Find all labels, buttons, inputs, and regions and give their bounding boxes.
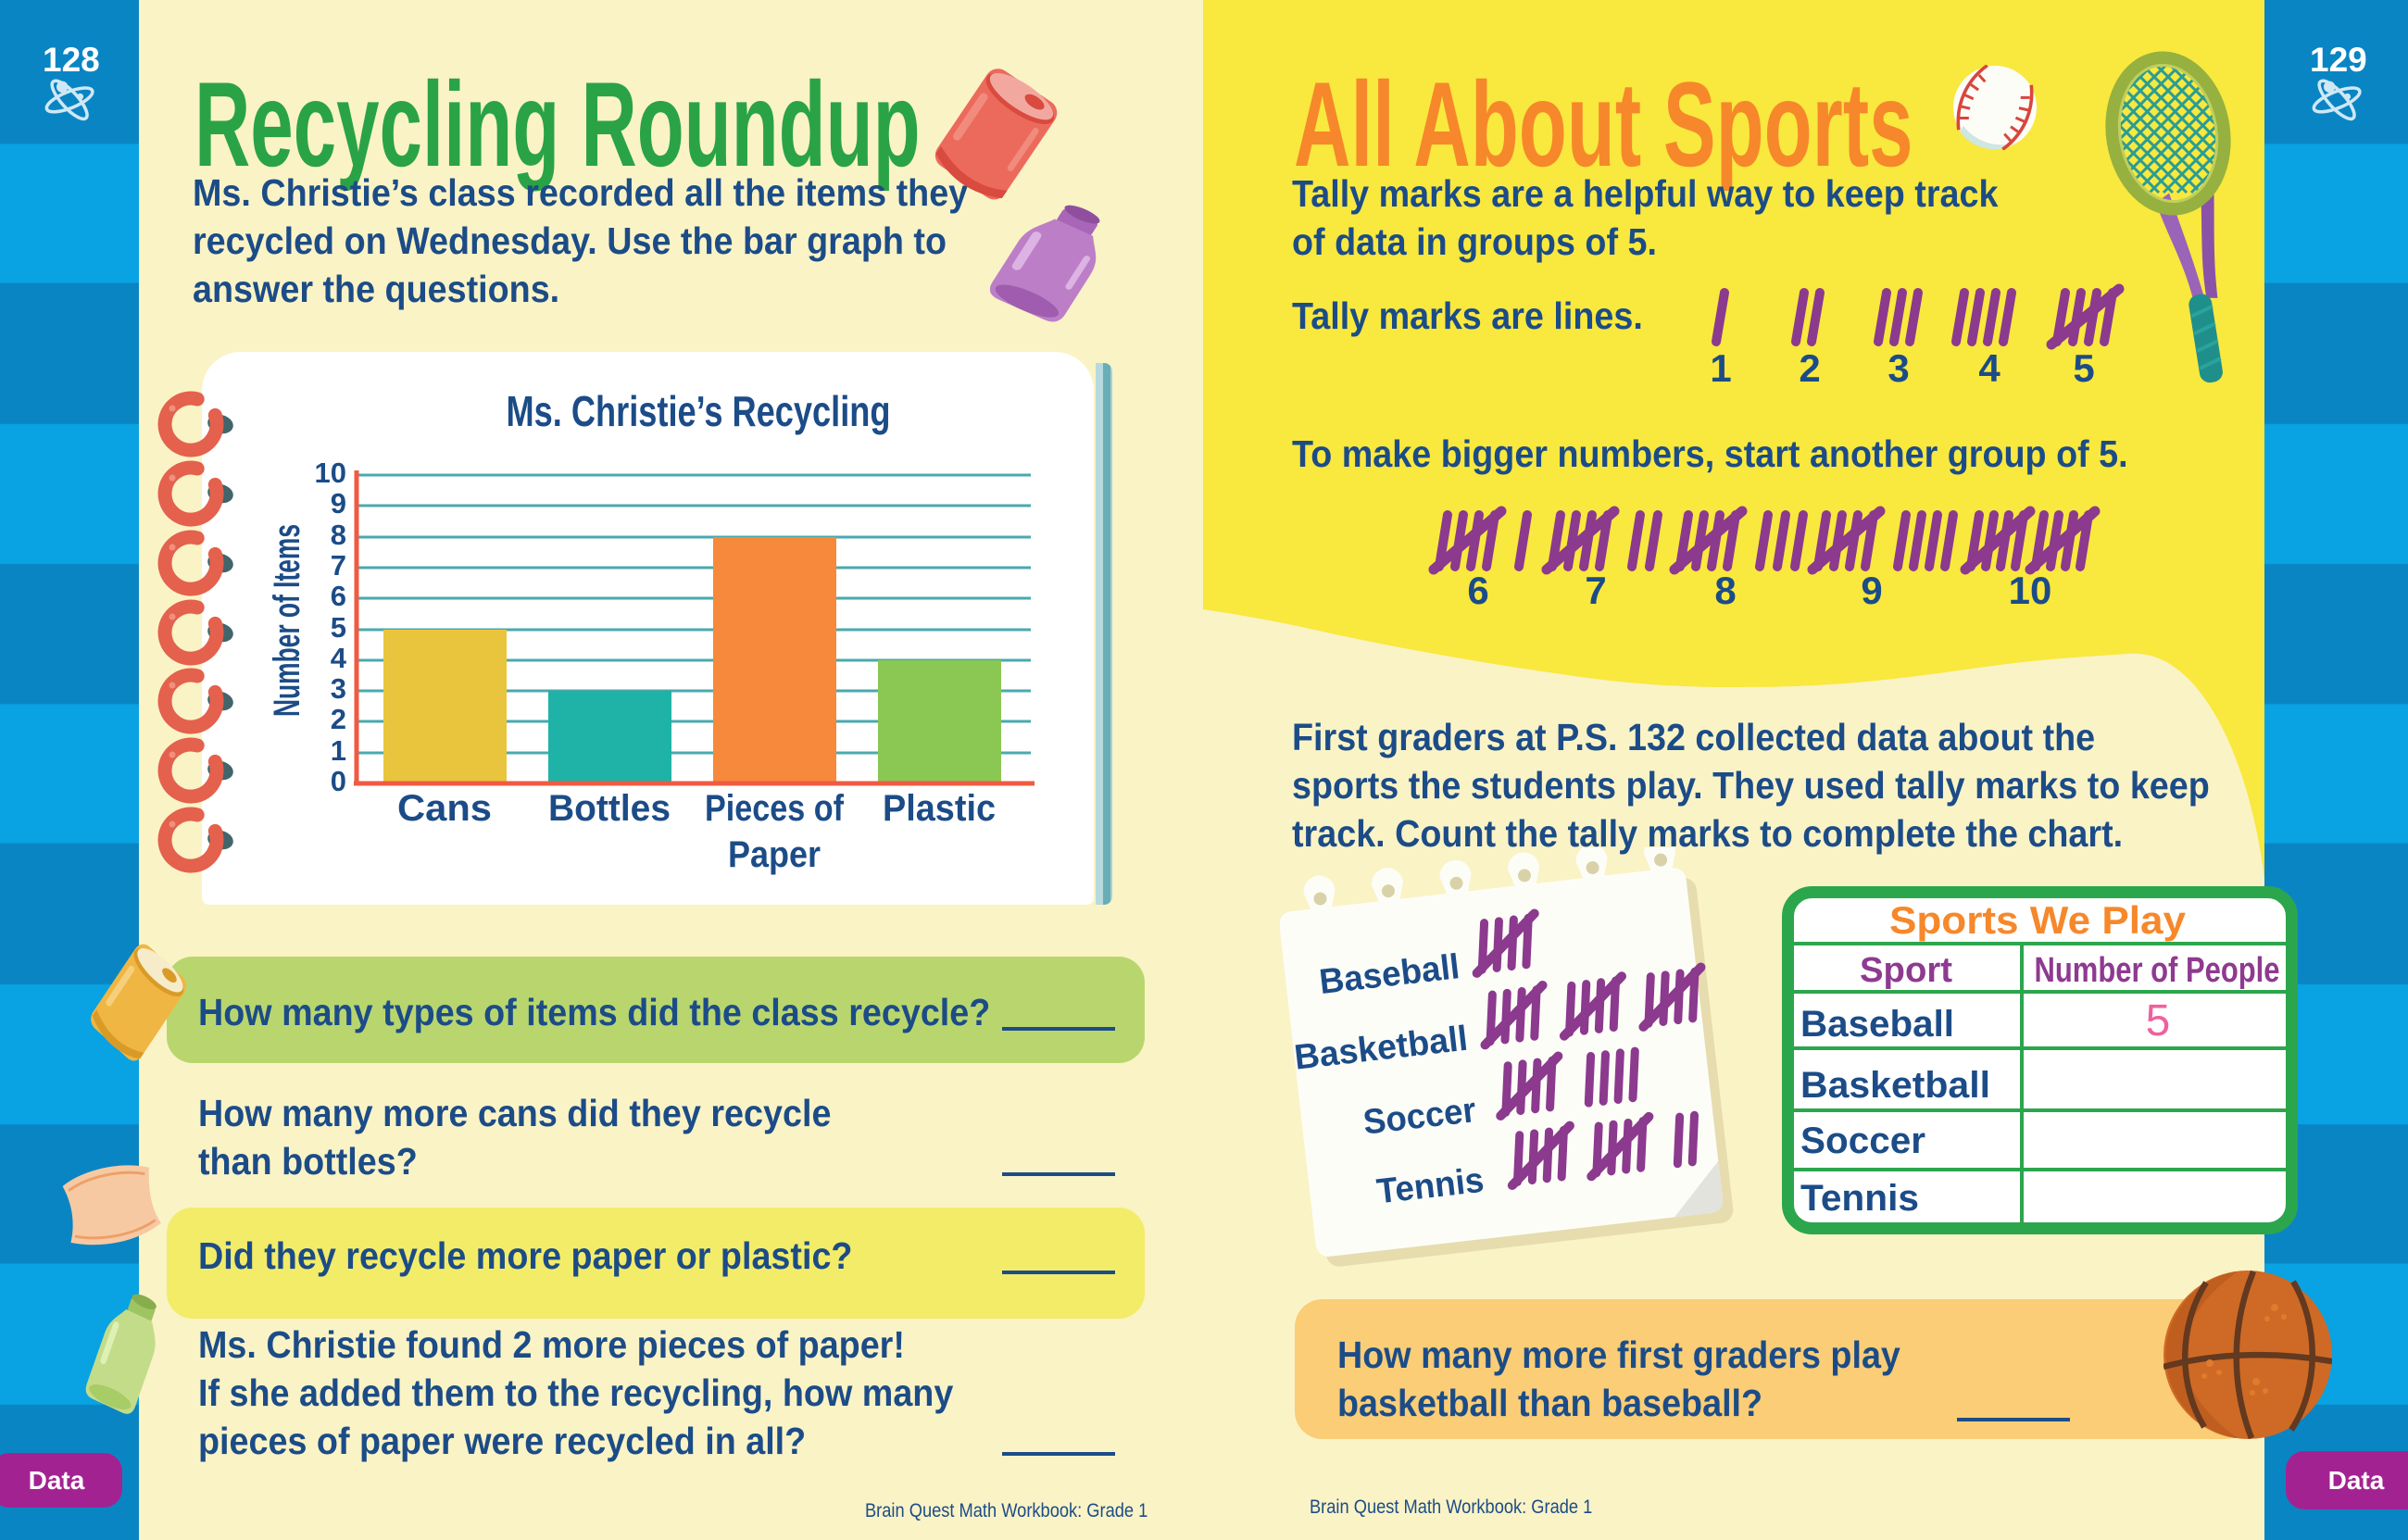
svg-text:Bottles: Bottles xyxy=(548,788,671,829)
svg-text:10: 10 xyxy=(315,457,346,489)
svg-text:9: 9 xyxy=(331,487,346,520)
svg-text:8: 8 xyxy=(1714,569,1736,612)
svg-text:5: 5 xyxy=(2146,996,2171,1045)
svg-text:5: 5 xyxy=(331,611,346,644)
svg-text:Plastic: Plastic xyxy=(883,788,996,829)
svg-text:3: 3 xyxy=(331,672,346,705)
svg-text:7: 7 xyxy=(331,549,346,582)
svg-text:Sport: Sport xyxy=(1860,951,1952,990)
svg-text:0: 0 xyxy=(331,765,346,797)
svg-text:Tennis: Tennis xyxy=(1800,1178,1919,1219)
svg-text:Paper: Paper xyxy=(728,834,821,875)
svg-text:9: 9 xyxy=(1861,569,1882,612)
svg-text:Sports We Play: Sports We Play xyxy=(1889,898,2187,942)
svg-text:4: 4 xyxy=(1978,346,2000,390)
svg-text:Soccer: Soccer xyxy=(1800,1121,1925,1161)
svg-text:2: 2 xyxy=(331,703,346,735)
svg-text:10: 10 xyxy=(2009,569,2052,612)
svg-text:1: 1 xyxy=(331,734,346,767)
svg-text:Baseball: Baseball xyxy=(1800,1004,1954,1045)
svg-text:1: 1 xyxy=(1710,346,1731,390)
svg-text:3: 3 xyxy=(1888,346,1909,390)
svg-text:2: 2 xyxy=(1799,346,1820,390)
svg-text:Basketball: Basketball xyxy=(1800,1065,1990,1106)
svg-text:Number of People: Number of People xyxy=(2035,951,2280,990)
svg-text:Pieces of: Pieces of xyxy=(705,788,845,829)
svg-text:4: 4 xyxy=(331,642,347,674)
svg-text:Number of Items: Number of Items xyxy=(267,524,307,717)
svg-text:Cans: Cans xyxy=(397,788,492,829)
svg-text:5: 5 xyxy=(2073,346,2094,390)
svg-text:8: 8 xyxy=(331,519,346,551)
svg-text:Ms. Christie’s Recycling: Ms. Christie’s Recycling xyxy=(507,387,891,435)
svg-text:6: 6 xyxy=(1467,569,1488,612)
svg-text:7: 7 xyxy=(1585,569,1606,612)
svg-text:6: 6 xyxy=(331,580,346,612)
